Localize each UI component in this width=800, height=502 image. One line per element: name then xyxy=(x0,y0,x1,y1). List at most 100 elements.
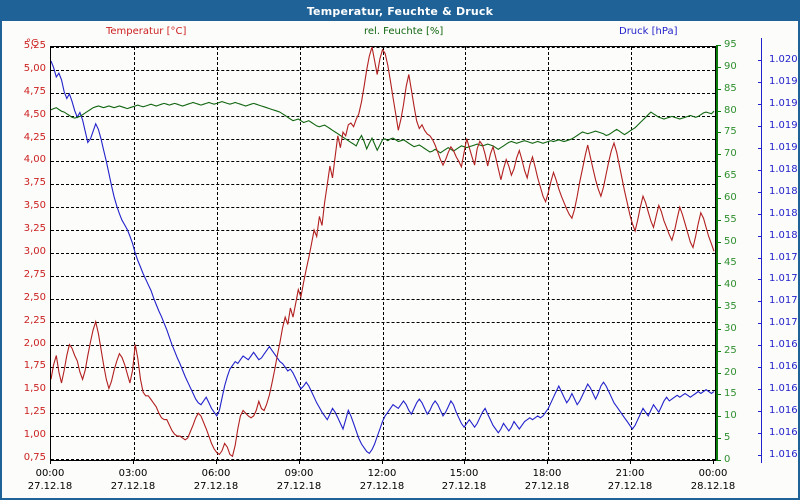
tick-mark-hpa xyxy=(758,82,762,83)
tick-label-celsius: 1,75 xyxy=(23,360,46,371)
tick-label-percent: 40 xyxy=(724,279,737,290)
tick-label-celsius: 1,00 xyxy=(23,429,46,440)
tick-label-percent: 5 xyxy=(724,432,731,443)
tick-mark-percent xyxy=(716,351,721,352)
tick-label-percent: 70 xyxy=(724,148,737,159)
tick-label-celsius: 0,75 xyxy=(23,452,46,463)
tick-label-date-value: 27.12.18 xyxy=(27,481,73,492)
gridline-vertical xyxy=(300,47,301,460)
tick-label-celsius: 3,50 xyxy=(23,200,46,211)
tick-mark-hpa xyxy=(758,192,762,193)
tick-label-celsius: 3,00 xyxy=(23,246,46,257)
tick-mark-percent xyxy=(716,307,721,308)
axis-temperature: °C 5,25 5,00 4,75 4,50 4,25 4,00 3,75 3,50 3,25 3… xyxy=(2,2,46,502)
tick-label-celsius: 4,25 xyxy=(23,132,46,143)
tick-label-hpa: 1.019 xyxy=(769,98,798,109)
tick-label-celsius: 3,25 xyxy=(23,223,46,234)
tick-label-date-value: 27.12.18 xyxy=(276,481,322,492)
tick-label-time-value: 00:00 xyxy=(698,468,728,479)
tick-label-celsius: 2,25 xyxy=(23,315,46,326)
tick-mark-percent xyxy=(716,285,721,286)
tick-mark-hpa xyxy=(758,367,762,368)
tick-label-time: 00:00 27.12.18 xyxy=(15,468,85,492)
plot-area xyxy=(50,46,716,461)
plot-inner xyxy=(51,47,715,460)
tick-mark-percent xyxy=(716,394,721,395)
gridline-vertical xyxy=(548,47,549,460)
tick-mark-hpa xyxy=(758,301,762,302)
tick-mark-percent xyxy=(716,438,721,439)
tick-mark-percent xyxy=(716,220,721,221)
tick-mark-hpa xyxy=(758,214,762,215)
tick-label-percent: 75 xyxy=(724,126,737,137)
legend-item-pressure: Druck [hPa] xyxy=(619,26,677,37)
tick-label-time: 21:00 27.12.18 xyxy=(595,468,665,492)
tick-mark-hpa xyxy=(758,433,762,434)
tick-label-time: 09:00 27.12.18 xyxy=(264,468,334,492)
gridline-vertical xyxy=(134,47,135,460)
tick-label-hpa: 1.016 xyxy=(769,339,798,350)
tick-label-date-value: 27.12.18 xyxy=(193,481,239,492)
tick-mark-percent xyxy=(716,132,721,133)
tick-label-date-value: 27.12.18 xyxy=(441,481,487,492)
tick-mark-hpa xyxy=(758,258,762,259)
tick-label-hpa: 1.018 xyxy=(769,208,798,219)
tick-label-time-value: 15:00 xyxy=(449,468,479,479)
tick-label-percent: 20 xyxy=(724,367,737,378)
tick-label-time-value: 18:00 xyxy=(532,468,562,479)
tick-label-percent: 45 xyxy=(724,257,737,268)
tick-mark-time xyxy=(713,459,714,464)
tick-label-hpa: 1.016 xyxy=(769,449,798,460)
tick-label-hpa: 1.018 xyxy=(769,186,798,197)
tick-label-hpa: 1.019 xyxy=(769,76,798,87)
legend-label-humidity: rel. Feuchte [%] xyxy=(364,26,444,37)
tick-mark-percent xyxy=(716,154,721,155)
axis-pressure: hPa 1.0201.0191.0191.0191.0191.0181.0181… xyxy=(759,2,800,502)
axis-unit-celsius: °C xyxy=(26,38,38,49)
tick-mark-hpa xyxy=(758,60,762,61)
tick-mark-percent xyxy=(716,416,721,417)
tick-mark-time xyxy=(50,459,51,464)
tick-mark-hpa xyxy=(758,236,762,237)
tick-label-hpa: 1.016 xyxy=(769,361,798,372)
legend-item-humidity: rel. Feuchte [%] xyxy=(364,26,443,37)
gridline-vertical xyxy=(217,47,218,460)
tick-label-hpa: 1.016 xyxy=(769,427,798,438)
tick-label-percent: 95 xyxy=(724,39,737,50)
tick-label-celsius: 5,00 xyxy=(23,63,46,74)
tick-label-hpa: 1.018 xyxy=(769,164,798,175)
tick-label-celsius: 1,50 xyxy=(23,383,46,394)
tick-mark-hpa xyxy=(758,411,762,412)
tick-label-celsius: 2,50 xyxy=(23,292,46,303)
line-pressure xyxy=(51,60,715,455)
tick-mark-time xyxy=(547,459,548,464)
tick-label-percent: 80 xyxy=(724,105,737,116)
tick-mark-hpa xyxy=(758,455,762,456)
tick-label-percent: 55 xyxy=(724,214,737,225)
line-humidity xyxy=(51,101,715,154)
tick-mark-time xyxy=(630,459,631,464)
tick-mark-hpa xyxy=(758,104,762,105)
gridline-vertical xyxy=(465,47,466,460)
tick-label-percent: 90 xyxy=(724,61,737,72)
tick-label-hpa: 1.016 xyxy=(769,383,798,394)
tick-label-hpa: 1.019 xyxy=(769,120,798,131)
tick-label-hpa: 1.020 xyxy=(769,54,798,65)
axis-line-pressure xyxy=(761,38,762,463)
tick-mark-percent xyxy=(716,242,721,243)
tick-mark-percent xyxy=(716,198,721,199)
gridline-vertical xyxy=(631,47,632,460)
tick-mark-percent xyxy=(716,111,721,112)
tick-mark-percent xyxy=(716,373,721,374)
tick-label-hpa: 1.017 xyxy=(769,252,798,263)
tick-label-time: 00:00 28.12.18 xyxy=(678,468,748,492)
tick-mark-percent xyxy=(716,89,721,90)
tick-label-hpa: 1.016 xyxy=(769,405,798,416)
window-title-bar: Temperatur, Feuchte & Druck xyxy=(2,2,798,21)
tick-mark-percent xyxy=(716,460,721,461)
tick-label-time-value: 06:00 xyxy=(201,468,231,479)
tick-label-percent: 35 xyxy=(724,301,737,312)
tick-label-celsius: 5,25 xyxy=(23,40,46,51)
tick-label-hpa: 1.017 xyxy=(769,273,798,284)
